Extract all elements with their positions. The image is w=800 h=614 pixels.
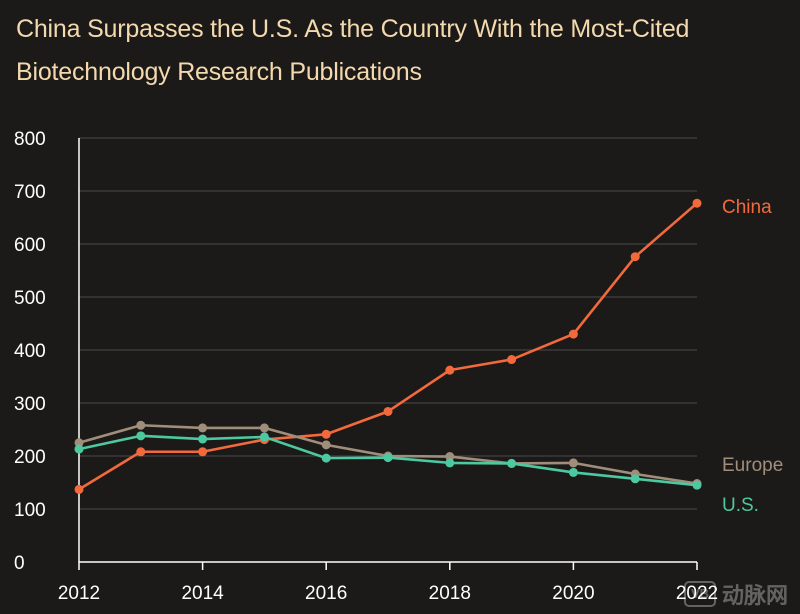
data-point-china	[445, 365, 455, 375]
data-point-china	[507, 355, 517, 365]
data-point-europe	[136, 420, 146, 430]
data-point-china	[321, 429, 331, 439]
data-point-europe	[74, 438, 84, 448]
chart-title-line-1: China Surpasses the U.S. As the Country …	[16, 15, 690, 43]
y-tick-label: 0	[14, 553, 25, 574]
data-point-us	[136, 431, 146, 441]
x-tick-label: 2016	[305, 583, 347, 604]
data-point-china	[692, 198, 702, 208]
data-point-china	[383, 406, 393, 416]
data-point-europe	[445, 452, 455, 462]
data-point-us	[692, 480, 702, 490]
x-tick-label: 2012	[58, 583, 100, 604]
y-tick-label: 100	[14, 500, 46, 521]
data-point-europe	[568, 458, 578, 468]
y-tick-label: 400	[14, 341, 46, 362]
data-point-us	[321, 453, 331, 463]
y-tick-label: 300	[14, 394, 46, 415]
watermark-text: 动脉网	[721, 583, 788, 608]
data-point-us	[445, 458, 455, 468]
x-tick-label: 2014	[181, 583, 224, 604]
data-point-us	[259, 432, 269, 442]
data-point-us	[74, 444, 84, 454]
series-label-us: U.S.	[722, 495, 759, 516]
data-point-europe	[321, 440, 331, 450]
data-point-us	[198, 434, 208, 444]
y-tick-label: 600	[14, 235, 46, 256]
y-tick-label: 200	[14, 447, 46, 468]
data-point-china	[136, 447, 146, 457]
y-tick-label: 800	[14, 129, 46, 150]
watermark-badge: VB	[683, 581, 716, 607]
x-tick-label: 2018	[429, 583, 471, 604]
data-point-us	[383, 453, 393, 463]
data-point-us	[568, 467, 578, 477]
y-tick-label: 700	[14, 182, 46, 203]
y-tick-label: 500	[14, 288, 46, 309]
chart-title: China Surpasses the U.S. As the Country …	[16, 8, 786, 94]
x-tick-label: 2020	[552, 583, 594, 604]
watermark: VB 动脉网	[683, 578, 788, 610]
data-point-china	[568, 329, 578, 339]
data-point-china	[198, 447, 208, 457]
data-point-europe	[259, 423, 269, 433]
series-label-china: China	[722, 197, 772, 218]
data-point-us	[630, 474, 640, 484]
data-point-us	[507, 458, 517, 468]
data-point-china	[74, 484, 84, 494]
x-tick-label: 2022	[676, 583, 718, 604]
data-point-china	[630, 252, 640, 262]
data-point-europe	[198, 423, 208, 433]
series-label-europe: Europe	[722, 455, 783, 476]
chart-title-line-2: Biotechnology Research Publications	[16, 58, 422, 86]
series-line-china	[77, 201, 699, 491]
